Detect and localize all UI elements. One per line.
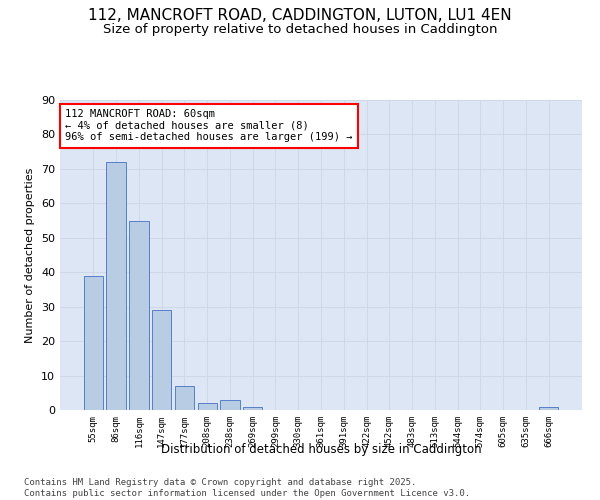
Bar: [84, 276, 103, 410]
Y-axis label: Number of detached properties: Number of detached properties: [25, 168, 35, 342]
Bar: [106, 162, 126, 410]
Text: Contains HM Land Registry data © Crown copyright and database right 2025.
Contai: Contains HM Land Registry data © Crown c…: [24, 478, 470, 498]
Bar: [220, 400, 239, 410]
Bar: [243, 406, 262, 410]
Bar: [129, 220, 149, 410]
Text: 112, MANCROFT ROAD, CADDINGTON, LUTON, LU1 4EN: 112, MANCROFT ROAD, CADDINGTON, LUTON, L…: [88, 8, 512, 22]
Bar: [197, 403, 217, 410]
Bar: [539, 406, 558, 410]
Text: Size of property relative to detached houses in Caddington: Size of property relative to detached ho…: [103, 22, 497, 36]
Bar: [152, 310, 172, 410]
Bar: [175, 386, 194, 410]
Text: 112 MANCROFT ROAD: 60sqm
← 4% of detached houses are smaller (8)
96% of semi-det: 112 MANCROFT ROAD: 60sqm ← 4% of detache…: [65, 110, 353, 142]
Text: Distribution of detached houses by size in Caddington: Distribution of detached houses by size …: [161, 442, 481, 456]
